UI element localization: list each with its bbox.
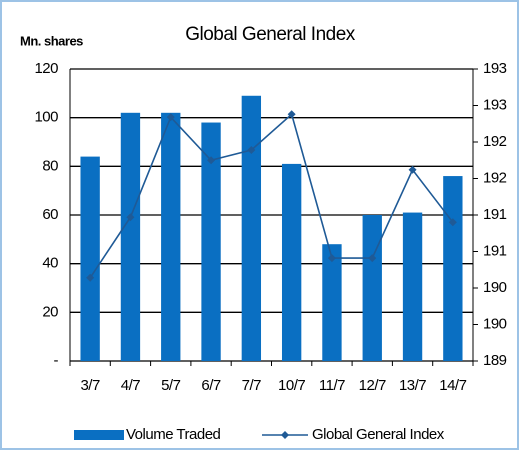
legend-label: Volume Traded <box>126 426 221 443</box>
legend-marker <box>281 431 289 439</box>
bar <box>80 156 100 361</box>
line-marker <box>247 146 256 155</box>
y-tick-label: 60 <box>42 206 58 223</box>
line-marker <box>207 156 216 165</box>
y-tick-label: 120 <box>34 60 58 77</box>
bar <box>402 212 423 361</box>
line-marker <box>126 213 135 222</box>
line-marker <box>166 113 175 122</box>
line-marker <box>408 165 417 174</box>
bar <box>161 112 181 361</box>
y2-tick-label: 190 <box>483 279 507 296</box>
bar <box>201 122 221 362</box>
legend-swatch <box>74 430 124 440</box>
y-tick-label: 40 <box>42 255 58 272</box>
legend-label: Global General Index <box>312 426 445 443</box>
y2-tick-label: 192 <box>483 169 507 186</box>
x-tick-label: 10/7 <box>278 377 305 394</box>
bar <box>120 112 141 361</box>
bar <box>443 176 463 361</box>
y-tick-label: - <box>54 352 59 369</box>
line-marker <box>368 254 377 263</box>
line-marker <box>448 218 457 227</box>
x-tick-label: 14/7 <box>439 377 466 394</box>
y-axis-label: Mn. shares <box>20 33 83 48</box>
bar <box>281 163 302 361</box>
y-tick-label: 20 <box>42 303 58 320</box>
x-tick-label: 6/7 <box>201 377 221 394</box>
x-tick-label: 11/7 <box>319 377 345 394</box>
y2-tick-label: 191 <box>483 206 507 223</box>
chart-title: Global General Index <box>185 24 356 45</box>
line-marker <box>86 273 95 282</box>
y2-tick-label: 193 <box>483 96 507 113</box>
x-tick-label: 12/7 <box>359 377 386 394</box>
line-marker <box>327 254 336 263</box>
x-tick-label: 4/7 <box>121 377 141 394</box>
y-tick-label: 80 <box>42 157 58 174</box>
x-tick-label: 5/7 <box>161 377 181 394</box>
bar <box>241 95 262 362</box>
x-tick-label: 13/7 <box>399 377 426 394</box>
y2-tick-label: 189 <box>483 352 507 369</box>
y-tick-label: 100 <box>34 109 58 126</box>
y2-tick-label: 193 <box>483 60 507 77</box>
x-tick-label: 3/7 <box>80 377 100 394</box>
y2-tick-label: 190 <box>483 315 507 332</box>
bar <box>362 215 382 361</box>
y2-tick-label: 191 <box>483 242 507 259</box>
x-tick-label: 7/7 <box>242 377 262 394</box>
line-marker <box>287 110 296 119</box>
line <box>89 112 454 279</box>
y2-tick-label: 192 <box>483 133 507 150</box>
bar <box>322 244 342 361</box>
